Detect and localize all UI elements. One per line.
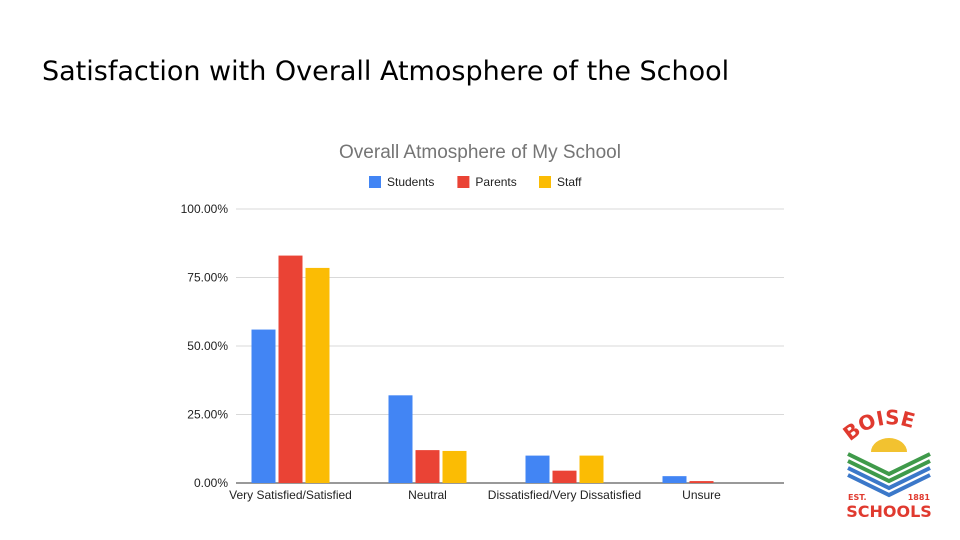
bar-students-1	[388, 395, 413, 483]
y-tick-label: 100.00%	[181, 202, 229, 216]
y-axis-ticks: 0.00% 25.00% 50.00% 75.00% 100.00%	[181, 202, 229, 490]
logo-chevron-green-2	[847, 459, 931, 484]
bar-staff-1	[442, 450, 467, 483]
y-tick-label: 25.00%	[187, 408, 228, 422]
x-tick-label: Unsure	[682, 488, 721, 502]
y-tick-label: 50.00%	[187, 339, 228, 353]
logo-top-text: BOISE	[838, 408, 917, 446]
logo-chevron-blue-2	[847, 473, 931, 498]
logo-chevron-blue-1	[847, 466, 931, 491]
x-tick-label: Neutral	[408, 488, 447, 502]
legend-label: Staff	[557, 175, 582, 189]
logo-sun-icon	[871, 438, 907, 452]
bar-parents-1	[415, 450, 440, 483]
x-axis-ticks: Very Satisfied/Satisfied Neutral Dissatisf…	[229, 488, 721, 502]
legend-swatch-students	[369, 176, 381, 188]
chart-title: Overall Atmosphere of My School	[339, 142, 621, 163]
logo-chevron-green-1	[847, 452, 931, 477]
logo-bottom-text: SCHOOLS	[846, 502, 932, 521]
x-tick-label: Dissatisfied/Very Dissatisfied	[488, 488, 641, 502]
legend-label: Parents	[475, 175, 516, 189]
x-tick-label: Very Satisfied/Satisfied	[229, 488, 352, 502]
y-tick-label: 0.00%	[194, 476, 228, 490]
legend-label: Students	[387, 175, 434, 189]
bar-students-0	[251, 329, 276, 483]
chart-legend: Students Parents Staff	[369, 175, 582, 189]
logo-est-label: EST.	[848, 493, 867, 502]
legend-swatch-parents	[457, 176, 470, 188]
y-tick-label: 75.00%	[187, 271, 228, 285]
bar-parents-2	[552, 470, 577, 483]
bar-staff-0	[305, 267, 330, 483]
bar-parents-3	[689, 481, 714, 483]
slide-title: Satisfaction with Overall Atmosphere of …	[42, 56, 730, 87]
bar-parents-0	[278, 255, 303, 483]
logo-year: 1881	[908, 493, 931, 502]
bar-students-3	[662, 476, 687, 483]
bar-students-2	[525, 455, 550, 483]
legend-swatch-staff	[539, 176, 551, 188]
bar-staff-2	[579, 455, 604, 483]
boise-schools-logo: BOISE EST. 1881 SCHOOLS	[838, 408, 932, 521]
chart-bars	[251, 255, 714, 483]
